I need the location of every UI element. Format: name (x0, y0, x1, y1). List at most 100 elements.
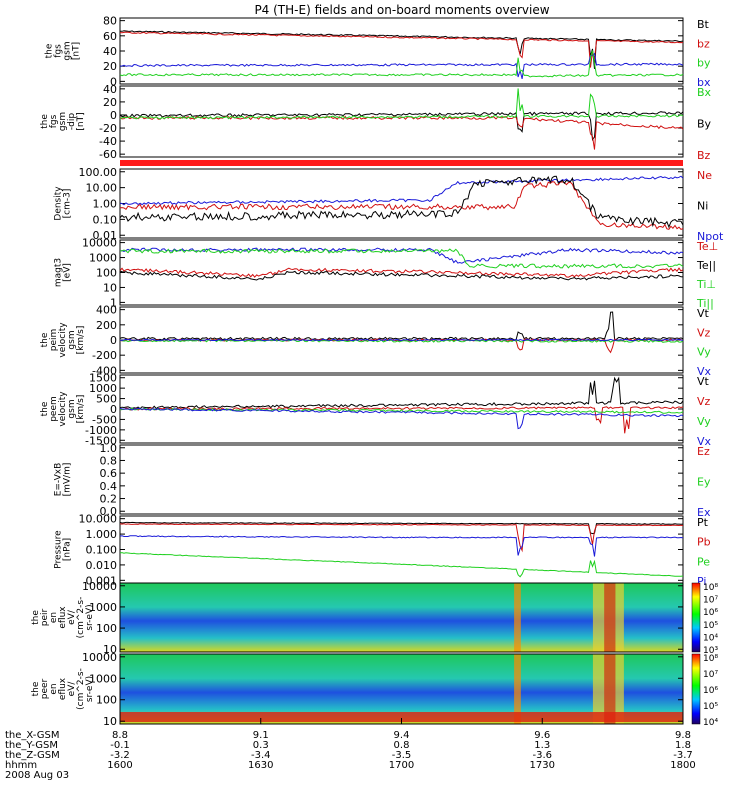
x-tick-label: -3.7 (673, 750, 693, 761)
x-tick-label: 8.8 (112, 730, 128, 741)
panel-density: 100.00 10.00 1.00 0.10 0.01 Density [cm-3] Ne Ni… (54, 166, 724, 243)
legend-entry: Vt (697, 307, 710, 320)
y-axis-label-line: sr-eV) (85, 604, 95, 630)
y-axis-label: the peir en eflux eV/(cm^2-s-sr-eV) (31, 597, 95, 639)
y-tick-label: 1500 (89, 372, 117, 385)
series-line (119, 552, 684, 578)
legend-entry: Vz (697, 395, 711, 408)
x-tick-label: -3.2 (110, 750, 130, 761)
y-axis-label-line: peer (40, 678, 50, 699)
y-tick-label: -500 (92, 413, 117, 426)
series-line (119, 270, 684, 281)
panel-frame (119, 85, 684, 158)
y-tick-label: 0 (110, 75, 117, 88)
spectrogram-band (604, 583, 616, 652)
x-tick-label: 1.8 (675, 740, 691, 751)
y-axis-label-line: Density (54, 186, 64, 221)
x-tick-label: 1.3 (534, 740, 550, 751)
y-axis-label-line: [nT] (76, 112, 86, 130)
spectrogram-low-energy-band (120, 712, 683, 722)
y-tick-label: 40 (103, 83, 117, 96)
y-tick-label: 20 (103, 96, 117, 109)
y-axis-label-line: peir (40, 608, 50, 626)
y-tick-label: -20 (99, 122, 117, 135)
y-tick-label: 0.8 (100, 454, 118, 467)
x-row-label: the_Z-GSM (5, 750, 60, 761)
legend-entry: Vy (697, 415, 711, 428)
colorbar-label: 10⁶ (703, 608, 718, 618)
legend-entry: Ne (697, 169, 712, 182)
y-tick-label: 80 (103, 15, 117, 28)
x-tick-label: 9.4 (394, 730, 410, 741)
series-line (119, 523, 684, 553)
series-line (119, 376, 684, 410)
series-line (119, 338, 684, 342)
y-axis-label-line: gsm (63, 41, 73, 60)
y-tick-label: 100.00 (79, 166, 118, 179)
y-axis-label-line: the (31, 610, 41, 625)
legend-entry: Pb (697, 536, 711, 549)
y-tick-label: 10.00 (86, 182, 118, 195)
y-axis-label-line: Pressure (54, 530, 64, 569)
y-axis-label-line: fgs (49, 114, 59, 128)
y-tick-label: 10000 (82, 237, 117, 250)
y-axis-label-line: the (40, 401, 50, 416)
x-tick-label: -3.4 (251, 750, 271, 761)
y-tick-label: 60 (103, 30, 117, 43)
x-tick-label: 9.6 (534, 730, 550, 741)
y-tick-label: 0.001 (86, 574, 118, 587)
series-line (119, 248, 684, 269)
legend-entry: Ti|| (696, 297, 714, 310)
y-tick-label: 0.01 (93, 229, 118, 242)
y-axis-label-line: magt3 (54, 258, 64, 287)
y-tick-label: 1 (110, 296, 117, 309)
y-axis-label-line: -dip (67, 113, 77, 130)
y-tick-label: 100 (96, 267, 117, 280)
legend-entry: Bx (697, 86, 712, 99)
x-row-label: hhmm (5, 760, 37, 771)
y-tick-label: 0.010 (86, 559, 118, 572)
series-line (119, 247, 684, 264)
y-tick-label: 100 (96, 622, 117, 635)
x-tick-label: -3.5 (392, 750, 412, 761)
y-tick-label: 40 (103, 45, 117, 58)
x-tick-label: 0.8 (394, 740, 410, 751)
colorbar-label: 10⁷ (703, 670, 718, 680)
colorbar-label: 10⁷ (703, 596, 718, 606)
y-axis-label-line: sr-eV) (85, 676, 95, 702)
y-axis-label: magt3 [eV] (54, 258, 73, 287)
x-tick-label: -0.1 (110, 740, 130, 751)
y-tick-label: 1000 (89, 672, 117, 685)
y-axis-label-line: velocity (58, 322, 68, 358)
y-axis-label-line: en (49, 683, 59, 694)
colorbar-label: 10³ (703, 646, 718, 656)
spectrogram-image (120, 583, 683, 652)
y-tick-label: 0 (110, 403, 117, 416)
series-line (119, 175, 684, 229)
y-tick-label: 0.10 (93, 213, 118, 226)
y-axis-label-line: en (49, 612, 59, 623)
spectrogram-band (514, 654, 521, 724)
y-axis-label-line: eV/ (67, 609, 77, 625)
legend-entry: Ey (697, 476, 711, 489)
legend-entry: bz (697, 37, 710, 50)
legend-entry: Ti⊥ (696, 278, 716, 291)
legend-entry: Vy (697, 346, 711, 359)
y-axis-label: the fgs gsm [nT] (45, 41, 82, 60)
y-axis-label-line: eflux (58, 606, 68, 629)
y-axis-label-line: the (31, 681, 41, 696)
y-axis-label-line: gsm (67, 330, 77, 349)
y-tick-label: 0 (110, 109, 117, 122)
y-tick-label: -200 (92, 349, 117, 362)
flag-bar-strip (120, 160, 683, 166)
legend-entry: By (697, 118, 712, 131)
legend-entry: Ex (697, 506, 711, 519)
y-axis-label: Density [cm-3] (54, 186, 73, 221)
colorbar-label: 10⁵ (703, 621, 718, 631)
series-line (119, 175, 684, 206)
series-line (119, 111, 684, 141)
legend-entry: Ni (697, 200, 708, 213)
